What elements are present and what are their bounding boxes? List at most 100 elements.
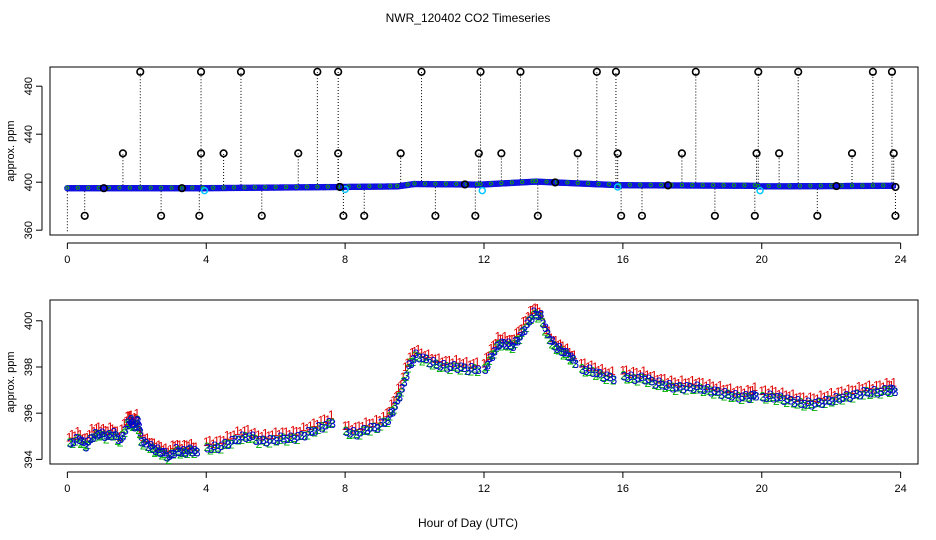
series-3-marker: 3 — [239, 429, 246, 443]
series-1-marker: 1 — [131, 410, 138, 424]
x-tick-label: 8 — [342, 483, 348, 495]
series-3-marker: 3 — [850, 388, 857, 402]
series-1-marker: 1 — [492, 337, 499, 351]
series-2-marker: 2 — [886, 386, 893, 400]
data-point-alt — [638, 182, 643, 187]
series-2-marker: 2 — [596, 368, 603, 382]
series-3-marker: 3 — [701, 383, 708, 397]
series-1-marker: 1 — [400, 370, 407, 384]
data-point-alt — [787, 183, 792, 188]
series-2-marker: 2 — [294, 433, 301, 447]
series-1-marker: 1 — [286, 428, 293, 442]
y-axis: 360 400 440 480 — [23, 77, 43, 239]
series-2-marker: 2 — [780, 393, 787, 407]
series-2-marker: 2 — [410, 355, 417, 369]
data-point-alt — [658, 182, 664, 187]
series-1-marker: 1 — [356, 419, 363, 433]
series-1-marker: 1 — [415, 343, 422, 357]
series-3-marker: 3 — [350, 424, 357, 438]
series-3-marker: 3 — [322, 419, 329, 433]
series-2-marker: 2 — [161, 447, 168, 461]
series-3-marker: 3 — [208, 442, 215, 456]
series-1-marker: 1 — [84, 430, 91, 444]
series-3-marker: 3 — [885, 385, 892, 399]
series-1-marker: 1 — [155, 438, 162, 452]
series-1-marker: 1 — [644, 368, 651, 382]
data-point-alt — [777, 183, 782, 188]
series-3-marker: 3 — [92, 427, 99, 441]
series-3-marker: 3 — [131, 420, 138, 434]
series-2-marker: 2 — [610, 373, 617, 387]
series-3-marker: 3 — [489, 350, 496, 364]
series-3-marker: 3 — [73, 431, 80, 445]
series-3-marker: 3 — [225, 438, 232, 452]
series-2-marker: 2 — [149, 441, 156, 455]
series-3-marker: 3 — [288, 430, 295, 444]
series-2-marker: 2 — [714, 385, 721, 399]
series-1-marker: 1 — [363, 415, 370, 429]
data-point-alt — [159, 185, 164, 190]
series-1-marker: 1 — [279, 425, 286, 439]
series-1-marker: 1 — [886, 378, 893, 392]
series-3-marker: 3 — [770, 391, 777, 405]
series-1-marker: 1 — [675, 376, 682, 390]
series-3-marker: 3 — [175, 445, 182, 459]
series-2-marker: 2 — [400, 375, 407, 389]
series-1-marker: 1 — [172, 439, 179, 453]
series-2-marker: 2 — [586, 365, 593, 379]
series-3-marker: 3 — [374, 422, 381, 436]
series-3-marker: 3 — [565, 350, 572, 364]
data-point-alt — [454, 181, 459, 186]
series-2-marker: 2 — [752, 389, 759, 403]
flag-marker — [339, 211, 348, 220]
series-1-marker: 1 — [692, 377, 699, 391]
series-3-marker: 3 — [173, 441, 180, 455]
series-3-marker: 3 — [189, 446, 196, 460]
series-1-marker: 1 — [81, 431, 88, 445]
series-2-marker: 2 — [249, 432, 256, 446]
series-2-marker: 2 — [304, 429, 311, 443]
series-3-marker: 3 — [187, 442, 194, 456]
series-3-marker: 3 — [141, 434, 148, 448]
series-2-marker: 2 — [158, 448, 165, 462]
series-1-marker: 1 — [888, 378, 895, 392]
series-1-marker: 1 — [724, 382, 731, 396]
data-point-alt — [315, 184, 320, 189]
series-3-marker: 3 — [192, 443, 199, 457]
flag-marker — [750, 211, 759, 220]
series-2-marker: 2 — [266, 436, 273, 450]
x-tick-label: 16 — [617, 254, 629, 266]
series-2-marker: 2 — [763, 393, 770, 407]
series-1-marker: 1 — [513, 326, 520, 340]
series-1-marker: 1 — [758, 384, 765, 398]
series-2-marker: 2 — [856, 388, 863, 402]
series-1-marker: 1 — [220, 434, 227, 448]
series-2-marker: 2 — [582, 366, 589, 380]
series-2-marker: 2 — [103, 432, 110, 446]
plot-frame — [49, 66, 919, 236]
series-2-marker: 2 — [811, 400, 818, 414]
series-2-marker: 2 — [502, 339, 509, 353]
series-1-marker: 1 — [506, 332, 513, 346]
data-point-alt — [221, 185, 226, 190]
series-2-marker: 2 — [558, 343, 565, 357]
series-2-marker: 2 — [391, 402, 398, 416]
series-2-marker: 2 — [214, 441, 221, 455]
series-2-marker: 2 — [535, 311, 542, 325]
series-2-marker: 2 — [818, 396, 825, 410]
series-1-marker: 1 — [93, 422, 100, 436]
series-1-marker: 1 — [153, 440, 160, 454]
series-3-marker: 3 — [482, 363, 489, 377]
series-2-marker: 2 — [728, 391, 735, 405]
series-2-marker: 2 — [776, 392, 783, 406]
series-3-marker: 3 — [267, 433, 274, 447]
series-1-marker: 1 — [873, 379, 880, 393]
cyan-point — [200, 186, 209, 195]
series-2-marker: 2 — [537, 310, 544, 324]
series-3-marker: 3 — [447, 360, 454, 374]
series-1-marker: 1 — [562, 343, 569, 357]
series-2-marker: 2 — [748, 392, 755, 406]
x-tick-label: 4 — [203, 483, 209, 495]
data-point-alt — [283, 184, 289, 190]
series-2-marker: 2 — [145, 440, 152, 454]
